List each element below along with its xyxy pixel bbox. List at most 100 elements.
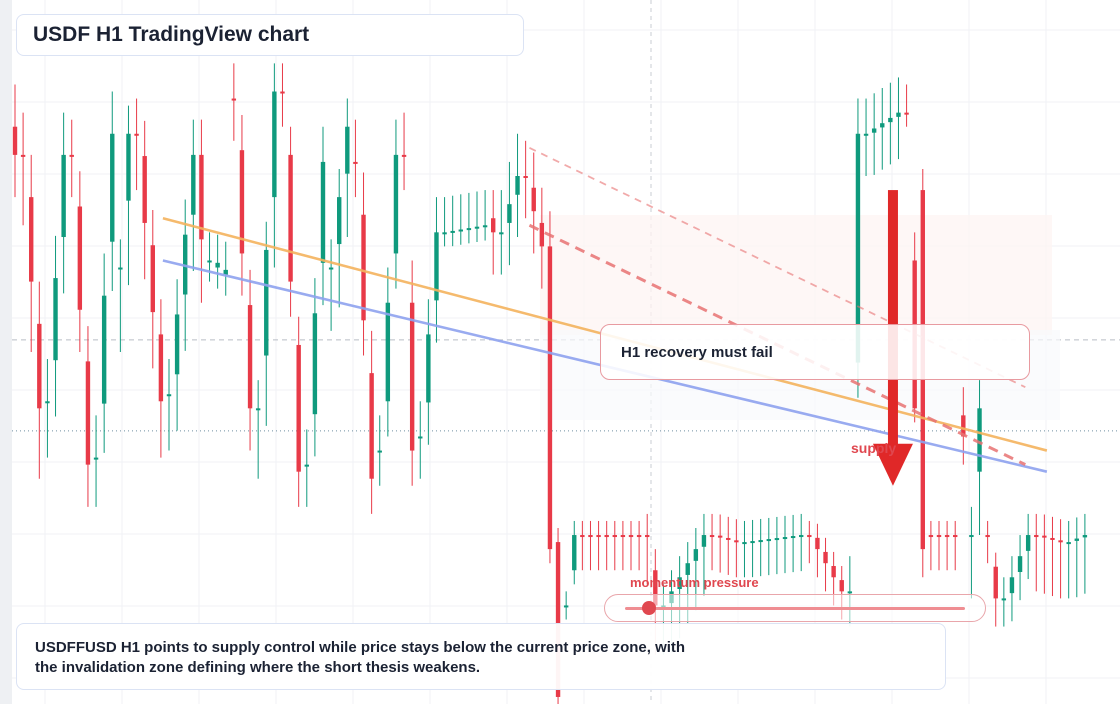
candle-body xyxy=(377,450,382,453)
candle-body xyxy=(418,436,423,439)
title-card: USDF H1 TradingView chart xyxy=(16,14,524,56)
candle-body xyxy=(126,133,131,201)
candle-body xyxy=(855,133,861,363)
candle-body xyxy=(409,302,415,451)
candle-body xyxy=(636,535,642,538)
candle-body xyxy=(936,535,942,538)
candle-body xyxy=(264,249,269,356)
candle-body xyxy=(328,267,334,270)
candle-body xyxy=(442,232,447,235)
candle-body xyxy=(61,154,66,238)
candle-body xyxy=(880,123,885,128)
candle-body xyxy=(726,537,731,540)
candle-body xyxy=(239,150,245,254)
candle-body xyxy=(523,176,528,178)
chart-title: USDF H1 TradingView chart xyxy=(33,23,310,46)
candle-body xyxy=(158,334,164,402)
candle-body xyxy=(134,133,139,136)
candle-body xyxy=(823,551,828,564)
candle-body xyxy=(815,537,820,550)
candle-body xyxy=(361,214,366,321)
candle-body xyxy=(1001,598,1007,601)
candle-body xyxy=(677,577,682,590)
candle-body xyxy=(774,538,780,541)
candle-body xyxy=(588,535,593,538)
momentum-label: momentum pressure xyxy=(630,575,759,590)
candle-body xyxy=(572,535,577,571)
candle-body xyxy=(118,267,123,270)
candle-body xyxy=(247,305,253,409)
candle-body xyxy=(831,566,836,578)
candle-body xyxy=(961,415,966,437)
candle-body xyxy=(896,112,901,117)
candle-body xyxy=(604,535,609,538)
candle-body xyxy=(847,591,853,594)
candle-body xyxy=(385,302,391,402)
candle-body xyxy=(29,197,34,282)
candle-body xyxy=(426,334,431,403)
candle-body xyxy=(215,262,220,268)
candle-body xyxy=(1009,577,1015,594)
candle-body xyxy=(766,539,771,542)
candle-body xyxy=(790,536,796,539)
candle-body xyxy=(871,128,877,133)
candle-body xyxy=(369,373,374,479)
candle-body xyxy=(450,230,455,233)
candle-body xyxy=(174,314,180,375)
candle-body xyxy=(709,535,715,538)
candle-body xyxy=(37,323,42,409)
candle-body xyxy=(337,197,342,245)
candle-body xyxy=(717,535,723,538)
candle-body xyxy=(434,232,439,301)
candle-body xyxy=(393,154,399,254)
candle-body xyxy=(1050,537,1055,540)
candle-body xyxy=(150,245,155,313)
candle-body xyxy=(85,361,91,465)
candle-body xyxy=(993,566,998,599)
down-arrow-icon xyxy=(872,443,913,486)
candle-body xyxy=(1066,542,1071,545)
candle-body xyxy=(191,154,196,215)
candle-body xyxy=(491,218,496,233)
candle-body xyxy=(199,154,204,240)
recovery-note-text: H1 recovery must fail xyxy=(621,343,773,361)
candle-body xyxy=(45,401,50,404)
candle-body xyxy=(782,537,788,540)
candle-body xyxy=(807,535,812,538)
down-arrow-shaft xyxy=(887,190,898,446)
momentum-slider-handle[interactable] xyxy=(641,601,656,615)
candle-body xyxy=(507,204,512,223)
candle-body xyxy=(799,535,804,538)
candle-body xyxy=(474,226,480,229)
recovery-note-card: H1 recovery must fail xyxy=(600,324,1030,380)
candle-body xyxy=(969,535,974,538)
candle-body xyxy=(531,187,536,212)
supply-label: supply xyxy=(851,440,897,456)
candle-body xyxy=(977,408,982,472)
caption-line-1: USDFFUSD H1 points to supply control whi… xyxy=(35,639,686,656)
momentum-slider-line xyxy=(625,607,965,610)
candle-body xyxy=(596,535,601,538)
candle-body xyxy=(645,535,650,538)
price-scale-rail xyxy=(0,0,12,704)
candle-body xyxy=(1034,535,1039,538)
candle-body xyxy=(1042,535,1047,538)
momentum-slider[interactable] xyxy=(604,594,986,622)
candle-body xyxy=(904,112,909,115)
candle-body xyxy=(1074,538,1079,541)
candle-body xyxy=(612,535,617,538)
candle-body xyxy=(320,161,326,263)
candle-body xyxy=(1082,535,1088,538)
candle-body xyxy=(231,98,237,101)
candle-body xyxy=(742,542,747,545)
candle-body xyxy=(93,457,99,460)
candle-body xyxy=(499,232,504,235)
candle-body xyxy=(142,156,147,223)
candle-body xyxy=(620,535,626,538)
candle-body xyxy=(839,580,844,592)
candle-body xyxy=(928,535,934,538)
candle-body xyxy=(345,126,350,174)
candle-body xyxy=(69,154,74,157)
candle-body xyxy=(653,570,658,606)
candle-body xyxy=(539,222,545,247)
